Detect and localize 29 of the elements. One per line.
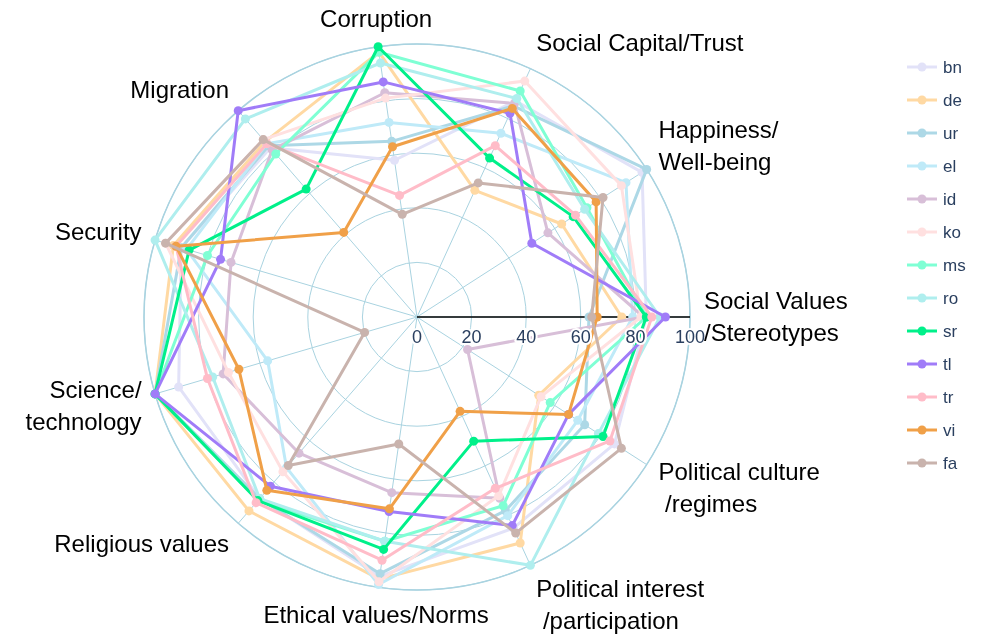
- y-tick-label: 60: [570, 327, 591, 347]
- spoke-label: Political culture /regimes: [658, 458, 820, 518]
- spoke-label: Migration: [130, 75, 230, 103]
- legend-label: el: [943, 157, 957, 176]
- y-tick-label: 100: [674, 327, 706, 347]
- y-tick-label: 0: [411, 327, 423, 347]
- spoke-label: Social Capital/Trust: [536, 29, 744, 57]
- legend-label: tl: [943, 355, 952, 374]
- y-tick-label: 40: [516, 327, 537, 347]
- legend-label: ms: [943, 256, 966, 275]
- spoke-label: Religious values: [54, 530, 230, 558]
- legend-label: vi: [943, 421, 956, 440]
- legend-label: tr: [943, 388, 954, 407]
- legend-label: ro: [943, 289, 959, 308]
- spoke-label: Ethical values/Norms: [263, 600, 489, 628]
- y-tick-label: 20: [461, 327, 482, 347]
- spoke-label: Social Values /Stereotypes: [704, 287, 848, 346]
- spoke-label: Science/ technology: [25, 376, 142, 436]
- spoke-label: Happiness/ Well-being: [658, 115, 779, 175]
- spoke-label: Political interest /participation: [536, 575, 705, 635]
- legend-label: de: [943, 91, 962, 110]
- legend-label: ko: [943, 223, 961, 242]
- legend-label: bn: [943, 58, 962, 77]
- legend-label: ur: [943, 124, 959, 143]
- spoke-label: Corruption: [320, 5, 433, 33]
- spoke-label: Security: [54, 218, 142, 246]
- legend-label: fa: [943, 454, 958, 473]
- legend-label: id: [943, 190, 957, 209]
- legend-label: sr: [943, 322, 958, 341]
